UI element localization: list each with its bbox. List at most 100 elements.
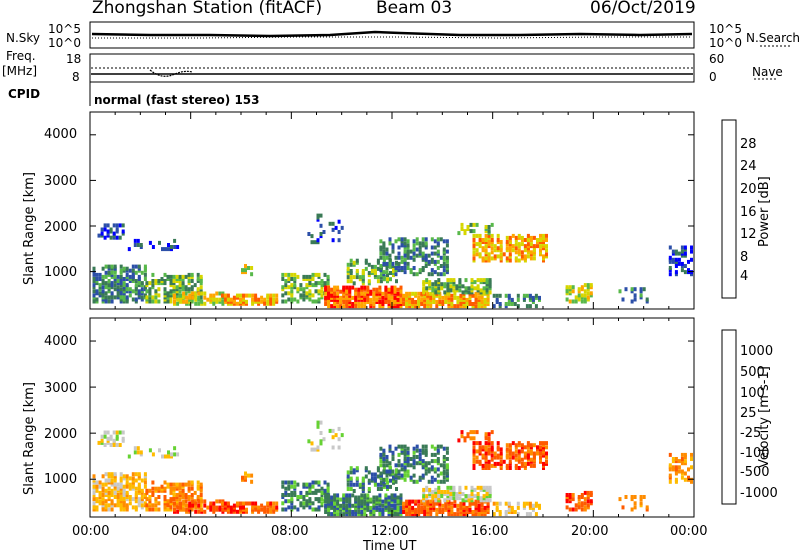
velocity-cell-1043: [402, 510, 406, 514]
power-cell-779: [393, 291, 397, 296]
power-cell-915: [397, 268, 401, 273]
power-cell-519: [290, 285, 294, 290]
velocity-cell-120: [125, 505, 129, 510]
power-cell-945: [406, 253, 410, 258]
power-cell-329: [184, 274, 188, 279]
velocity-cell-236: [145, 490, 149, 495]
velocity-cell-652: [345, 510, 349, 514]
power-cell-116: [122, 277, 126, 281]
velocity-cell-691: [360, 512, 364, 517]
power-cell-612: [330, 304, 334, 309]
velocity-cell-705: [363, 499, 367, 504]
velocity-cell-306: [175, 482, 179, 487]
power-cell-1630: [319, 223, 323, 228]
velocity-cell-416: [221, 509, 225, 514]
velocity-cell-1640: [337, 426, 341, 431]
power-cell-982: [421, 241, 425, 246]
velocity-cell-248: [151, 490, 155, 495]
power-cell-784: [396, 300, 400, 304]
velocity-cell-352: [196, 495, 200, 499]
power-cell-1311: [478, 242, 482, 247]
power-cell-1219: [437, 282, 441, 287]
velocity-cell-1519: [589, 493, 593, 497]
velocity-cell-972: [418, 457, 422, 461]
velocity-cell-1610: [528, 501, 532, 506]
velocity-cell-202: [112, 438, 116, 443]
velocity-cell-1070: [414, 499, 418, 504]
power-cell-489: [241, 268, 244, 273]
velocity-cell-1045: [402, 503, 406, 508]
power-cell-1555: [674, 249, 678, 254]
power-cell-561: [311, 283, 315, 288]
velocity-cell-704: [363, 501, 367, 506]
velocity-cell-953: [409, 463, 413, 468]
velocity-cell-1011: [436, 473, 440, 478]
velocity-cell-295: [172, 488, 176, 493]
power-cell-1335: [487, 242, 491, 247]
velocity-cell-1183: [483, 512, 487, 517]
velocity-cell-1460: [545, 445, 548, 450]
velocity-cell-261: [157, 486, 161, 491]
velocity-cell-787: [396, 499, 400, 504]
velocity-cell-728: [372, 495, 376, 500]
velocity-cell-1623: [316, 447, 320, 452]
velocity-cell-935: [403, 461, 407, 466]
power-cell-728: [372, 287, 376, 292]
power-cell-833: [367, 273, 371, 278]
velocity-cell-1210: [434, 498, 438, 503]
velocity-cell-1624: [316, 445, 320, 450]
velocity-cell-869: [392, 476, 395, 481]
velocity-cell-180: [143, 493, 147, 497]
velocity-cell-1221: [437, 485, 441, 490]
power-cell-496: [281, 299, 285, 304]
power-cell-1370: [505, 240, 509, 244]
velocity-cell-1382: [511, 455, 515, 460]
velocity-cell-320: [181, 493, 185, 497]
velocity-cell-502: [284, 507, 288, 512]
velocity-cell-1246: [455, 492, 459, 496]
power-cell-357: [199, 295, 203, 300]
velocity-cell-1609: [528, 503, 532, 508]
velocity-cell-1554: [674, 459, 678, 464]
velocity-cell-1162: [471, 512, 475, 517]
power-cell-642: [342, 304, 346, 309]
velocity-cell-1608: [528, 505, 532, 510]
velocity-cell-792: [399, 505, 403, 510]
power-cell-1422: [529, 256, 533, 261]
power-cell-1232: [446, 282, 450, 287]
power-cell-1060: [408, 291, 412, 296]
velocity-cell-601: [324, 493, 328, 498]
velocity-cell-1093: [426, 501, 430, 506]
power-cell-1560: [680, 264, 684, 268]
velocity-cell-938: [403, 452, 407, 457]
velocity-cell-1208: [431, 494, 435, 499]
velocity-cell-346: [190, 480, 194, 485]
power-cell-450: [242, 295, 245, 300]
velocity-cell-125: [125, 490, 129, 495]
velocity-cell-1393: [517, 459, 521, 464]
power-cell-1520: [589, 283, 593, 288]
velocity-cell-926: [400, 450, 404, 455]
power-cell-894: [385, 261, 389, 266]
power-cell-756: [384, 285, 388, 290]
velocity-cell-693: [360, 505, 364, 510]
velocity-cell-1033: [445, 477, 449, 482]
velocity-cell-1035: [445, 473, 449, 478]
velocity-cell-1247: [458, 496, 462, 501]
velocity-cell-1385: [514, 466, 518, 470]
power-cell-1271: [476, 278, 480, 283]
velocity-cell-518: [290, 497, 294, 502]
velocity-cell-1054: [408, 512, 412, 517]
velocity-cell-1203: [428, 494, 432, 499]
power-cell-776: [393, 300, 397, 304]
power-cell-226: [167, 243, 170, 247]
velocity-cell-622: [333, 505, 337, 510]
power-cell-1135: [453, 304, 457, 309]
velocity-cell-881: [379, 446, 383, 451]
vel-cbar-tick--25: -25: [740, 426, 762, 441]
power-cell-1480: [490, 222, 494, 227]
power-cell-1609: [528, 295, 532, 300]
power-cell-1619: [307, 232, 311, 236]
power-cell-856: [382, 275, 386, 280]
velocity-cell-546: [305, 493, 309, 497]
